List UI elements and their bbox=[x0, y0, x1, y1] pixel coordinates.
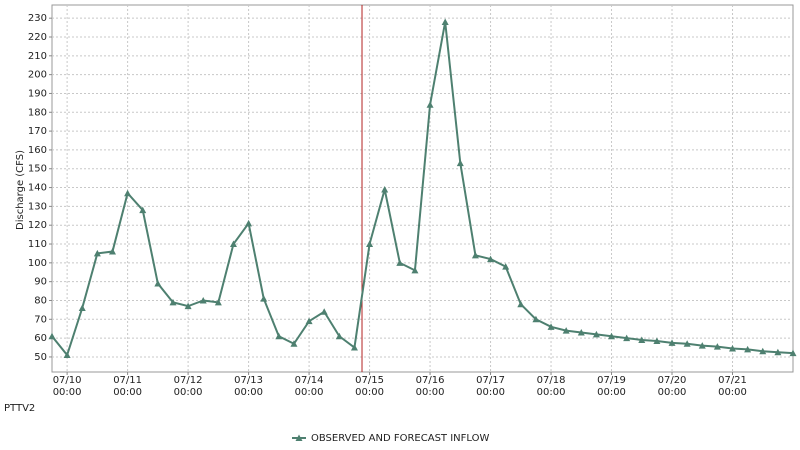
marker bbox=[729, 344, 737, 352]
x-tick-label: 07/17 00:00 bbox=[476, 375, 505, 398]
y-tick-label: 120 bbox=[28, 220, 47, 231]
y-tick-label: 110 bbox=[28, 239, 47, 250]
y-tick-label: 130 bbox=[28, 201, 47, 212]
marker bbox=[396, 259, 404, 266]
y-tick-label: 100 bbox=[28, 258, 47, 269]
marker bbox=[411, 266, 419, 274]
marker bbox=[124, 189, 132, 197]
marker bbox=[154, 280, 162, 287]
marker bbox=[471, 251, 479, 259]
marker bbox=[260, 295, 268, 302]
y-tick-label: 80 bbox=[34, 295, 47, 306]
x-tick-label: 07/13 00:00 bbox=[234, 375, 263, 398]
marker bbox=[562, 327, 570, 334]
marker bbox=[184, 302, 192, 310]
marker bbox=[229, 240, 237, 248]
y-tick-label: 230 bbox=[28, 13, 47, 24]
marker bbox=[305, 317, 313, 325]
marker bbox=[214, 298, 222, 306]
marker bbox=[290, 340, 298, 347]
marker bbox=[366, 240, 374, 248]
marker bbox=[275, 332, 283, 340]
marker bbox=[577, 328, 585, 336]
marker bbox=[63, 351, 71, 359]
y-tick-label: 190 bbox=[28, 88, 47, 99]
legend-label: OBSERVED AND FORECAST INFLOW bbox=[311, 433, 489, 444]
y-tick-label: 140 bbox=[28, 183, 47, 194]
marker bbox=[789, 349, 797, 357]
marker bbox=[638, 336, 646, 344]
marker bbox=[245, 219, 253, 227]
x-tick-label: 07/21 00:00 bbox=[718, 375, 747, 398]
x-tick-label: 07/18 00:00 bbox=[536, 375, 566, 398]
marker bbox=[350, 344, 358, 351]
y-tick-label: 90 bbox=[34, 277, 47, 288]
marker bbox=[108, 248, 116, 255]
y-tick-label: 220 bbox=[28, 32, 47, 43]
marker bbox=[759, 347, 767, 355]
marker bbox=[139, 206, 147, 214]
y-tick-label: 70 bbox=[34, 314, 47, 325]
y-tick-label: 180 bbox=[28, 107, 47, 118]
y-axis-label: Discharge (CFS) bbox=[15, 150, 26, 230]
marker bbox=[547, 323, 555, 330]
marker bbox=[713, 343, 721, 350]
marker bbox=[381, 185, 389, 193]
marker bbox=[335, 332, 343, 340]
series-line bbox=[51, 21, 794, 358]
x-tick-label: 07/14 00:00 bbox=[294, 375, 324, 398]
x-tick-label: 07/16 00:00 bbox=[415, 375, 445, 398]
marker bbox=[683, 340, 691, 347]
marker bbox=[502, 263, 510, 270]
x-tick-label: 07/10 00:00 bbox=[52, 375, 82, 398]
x-tick-label: 07/20 00:00 bbox=[657, 375, 687, 398]
marker bbox=[653, 337, 661, 344]
y-tick-label: 60 bbox=[34, 333, 47, 344]
y-tick-label: 50 bbox=[34, 352, 47, 363]
marker bbox=[48, 332, 56, 340]
marker bbox=[441, 18, 449, 25]
station-label: PTTV2 bbox=[4, 403, 35, 414]
marker bbox=[487, 255, 495, 263]
y-tick-label: 170 bbox=[28, 126, 47, 137]
y-tick-label: 160 bbox=[28, 145, 47, 156]
marker bbox=[698, 342, 706, 349]
marker bbox=[456, 159, 464, 167]
marker bbox=[78, 304, 86, 312]
y-tick-label: 210 bbox=[28, 51, 47, 62]
marker bbox=[744, 345, 752, 353]
marker bbox=[623, 334, 631, 342]
marker bbox=[517, 300, 525, 308]
marker bbox=[169, 298, 177, 306]
marker bbox=[199, 296, 207, 304]
legend-marker bbox=[295, 434, 303, 441]
marker bbox=[592, 330, 600, 338]
y-tick-label: 200 bbox=[28, 70, 47, 81]
marker bbox=[320, 308, 328, 315]
marker bbox=[426, 101, 434, 108]
x-tick-label: 07/12 00:00 bbox=[173, 375, 203, 398]
x-tick-label: 07/15 00:00 bbox=[355, 375, 384, 398]
marker bbox=[608, 332, 616, 340]
marker bbox=[774, 348, 782, 356]
x-tick-label: 07/11 00:00 bbox=[113, 375, 143, 398]
y-tick-label: 150 bbox=[28, 164, 47, 175]
x-tick-label: 07/19 00:00 bbox=[597, 375, 626, 398]
marker bbox=[93, 249, 101, 257]
marker bbox=[668, 339, 676, 346]
marker bbox=[532, 315, 540, 323]
